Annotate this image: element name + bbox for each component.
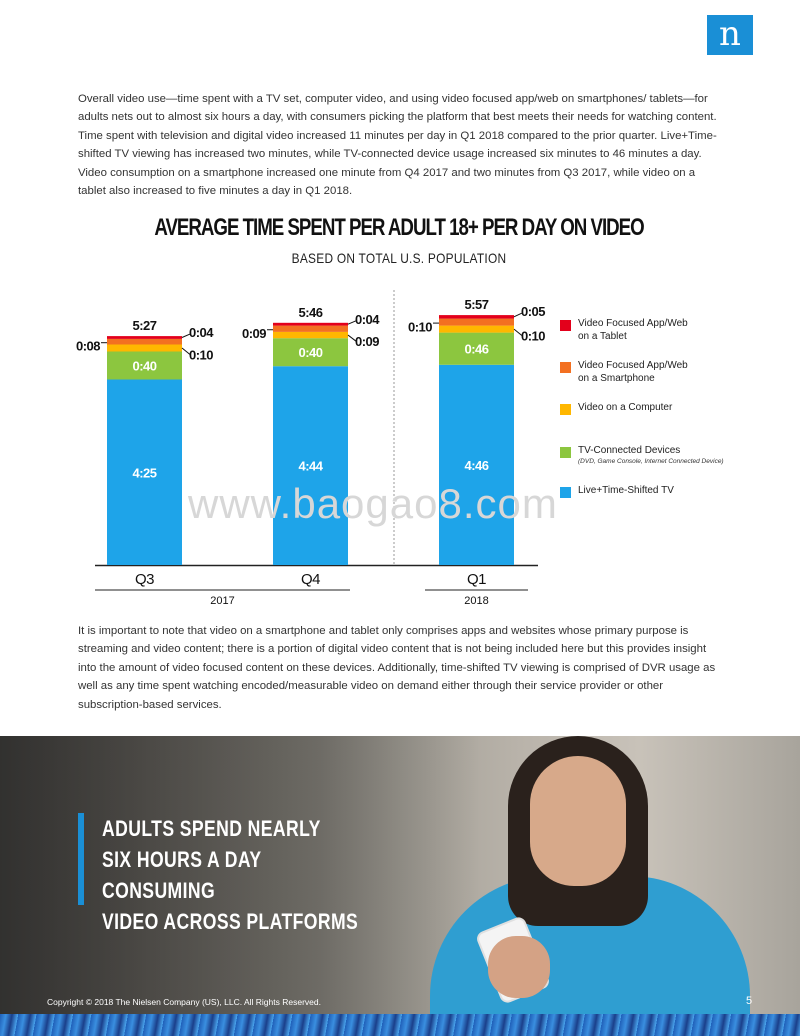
legend-label-smartphone-line1: Video Focused App/Web: [578, 360, 688, 371]
data-label-q3-series-3: 0:08: [76, 339, 100, 354]
data-label-q4-series-4: 0:04: [355, 312, 380, 327]
bar-q3-series-1: [107, 351, 182, 380]
headline-accent-bar: [78, 813, 84, 905]
bar-q4-series-3: [273, 325, 348, 332]
legend-label-tablet-line1: Video Focused App/Web: [578, 318, 688, 329]
bar-q1-series-2: [439, 325, 514, 333]
bar-q4-series-4: [273, 322, 348, 326]
group-label-2018: 2018: [464, 595, 488, 607]
nielsen-logo: n: [707, 15, 753, 55]
copyright-footer: Copyright © 2018 The Nielsen Company (US…: [47, 997, 321, 1007]
data-label-q3-series-0: 4:25: [132, 465, 156, 480]
page-number: 5: [746, 995, 753, 1007]
bar-q3-series-3: [107, 338, 182, 345]
bar-q1-series-3: [439, 318, 514, 326]
leader-q1-series-2: [513, 328, 523, 336]
data-label-q4-series-3: 0:09: [242, 326, 266, 341]
total-label-q3: 5:27: [132, 318, 156, 333]
watermark: www.baogao8.com: [188, 480, 558, 527]
data-label-q1-series-2: 0:10: [521, 329, 545, 344]
woman-hand: [488, 936, 550, 998]
leader-q3-series-2: [181, 347, 191, 355]
category-label-q4: Q4: [301, 571, 320, 588]
leader-q3-series-4: [181, 333, 191, 338]
bar-q4-series-1: [273, 338, 348, 367]
headline-line-3: VIDEO ACROSS PLATFORMS: [102, 909, 359, 934]
legend-swatch-smartphone: [560, 362, 571, 373]
bar-q4-series-2: [273, 331, 348, 339]
bar-q3-series-0: [107, 379, 182, 565]
leader-q4-series-4: [347, 320, 357, 325]
intro-paragraph: Overall video use—time spent with a TV s…: [78, 93, 717, 198]
headline-line-1: ADULTS SPEND NEARLY: [102, 816, 321, 841]
data-label-q1-series-3: 0:10: [408, 320, 432, 335]
group-label-2017: 2017: [210, 595, 234, 607]
data-label-q4-series-1: 0:40: [298, 345, 322, 360]
data-label-q4-series-2: 0:09: [355, 334, 379, 349]
legend-swatch-tv-connected: [560, 447, 571, 458]
body-paragraph: It is important to note that video on a …: [78, 625, 716, 711]
chart-title: AVERAGE TIME SPENT PER ADULT 18+ PER DAY…: [154, 214, 644, 241]
data-label-q1-series-1: 0:46: [464, 342, 488, 357]
data-label-q4-series-0: 4:44: [298, 459, 323, 474]
leader-q1-series-4: [513, 312, 523, 318]
headline-text: ADULTS SPEND NEARLY SIX HOURS A DAY CONS…: [102, 813, 366, 937]
legend-label-tablet-line2: on a Tablet: [578, 330, 627, 342]
decorative-stripe: [0, 1014, 800, 1036]
logo-glyph: n: [719, 14, 741, 54]
bar-q3-series-4: [107, 336, 182, 339]
legend-label-tv-connected: TV-Connected Devices: [578, 445, 681, 456]
category-label-q3: Q3: [135, 571, 154, 588]
woman-face: [530, 756, 626, 886]
bar-q3-series-2: [107, 344, 182, 352]
bar-q1-series-4: [439, 315, 514, 319]
data-label-q1-series-4: 0:05: [521, 304, 545, 319]
legend-swatch-computer: [560, 404, 571, 415]
leader-q4-series-2: [347, 334, 357, 342]
hero-photo: [0, 736, 800, 1036]
data-label-q3-series-1: 0:40: [132, 359, 156, 374]
data-label-q3-series-2: 0:10: [189, 348, 213, 363]
category-label-q1: Q1: [467, 571, 486, 588]
bar-q4-series-0: [273, 366, 348, 565]
headline-line-2: SIX HOURS A DAY CONSUMING: [102, 847, 262, 903]
chart-subtitle: BASED ON TOTAL U.S. POPULATION: [291, 250, 507, 266]
total-label-q1: 5:57: [464, 297, 488, 312]
legend-note-tv-connected: (DVD, Game Console, Internet Connected D…: [578, 458, 724, 465]
legend-swatch-live-tv: [560, 487, 571, 498]
legend-label-smartphone-line2: on a Smartphone: [578, 372, 655, 384]
bar-q1-series-1: [439, 332, 514, 365]
legend-swatch-tablet: [560, 320, 571, 331]
total-label-q4: 5:46: [298, 305, 322, 320]
stacked-bar-chart: 4:25 0:40 5:27 0:04 0:10 0:08 Q3 4:44 0:40 5:46 0:…: [76, 290, 546, 607]
data-label-q1-series-0: 4:46: [464, 458, 488, 473]
data-label-q3-series-4: 0:04: [189, 325, 214, 340]
legend-label-smartphone: Video Focused App/Web on a Smartphone: [578, 360, 778, 385]
bar-q1-series-0: [439, 364, 514, 565]
legend-label-live-tv: Live+Time-Shifted TV: [578, 485, 674, 496]
legend-label-computer: Video on a Computer: [578, 402, 673, 413]
legend-label-tablet: Video Focused App/Web on a Tablet: [578, 318, 778, 343]
